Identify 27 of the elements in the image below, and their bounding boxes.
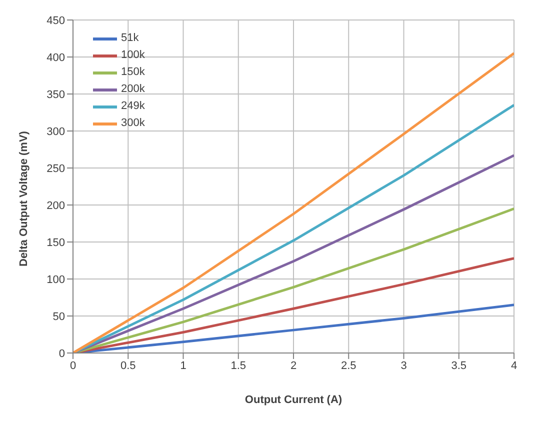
- x-tick-label: 0.5: [120, 360, 136, 372]
- y-tick-label: 250: [46, 162, 65, 175]
- y-tick-label: 0: [58, 348, 65, 360]
- x-tick-label: 3.5: [451, 360, 467, 372]
- x-tick-label: 3: [400, 360, 407, 372]
- y-axis-title: Delta Output Voltage (mV): [18, 130, 30, 266]
- y-tick-label: 150: [46, 236, 65, 249]
- y-tick-label: 300: [46, 126, 65, 138]
- y-tick-label: 100: [46, 274, 65, 286]
- legend-label: 249k: [121, 99, 145, 114]
- legend-label: 51k: [121, 31, 139, 46]
- x-tick-label: 1: [180, 360, 186, 372]
- x-tick-label: 0: [70, 360, 76, 372]
- x-tick-label: 1.5: [230, 360, 246, 372]
- x-tick-label: 2: [290, 360, 297, 372]
- legend-label: 300k: [121, 116, 145, 131]
- y-tick-label: 200: [46, 200, 65, 212]
- legend-label: 150k: [121, 65, 145, 80]
- legend-label: 200k: [121, 82, 145, 97]
- x-axis-title: Output Current (A): [244, 394, 342, 406]
- y-tick-label: 400: [46, 52, 65, 64]
- legend-label: 100k: [121, 48, 145, 63]
- y-tick-label: 350: [46, 88, 65, 101]
- y-tick-label: 50: [52, 310, 65, 323]
- x-tick-label: 2.5: [340, 360, 356, 372]
- x-tick-label: 4: [510, 360, 518, 372]
- y-tick-label: 450: [46, 14, 65, 27]
